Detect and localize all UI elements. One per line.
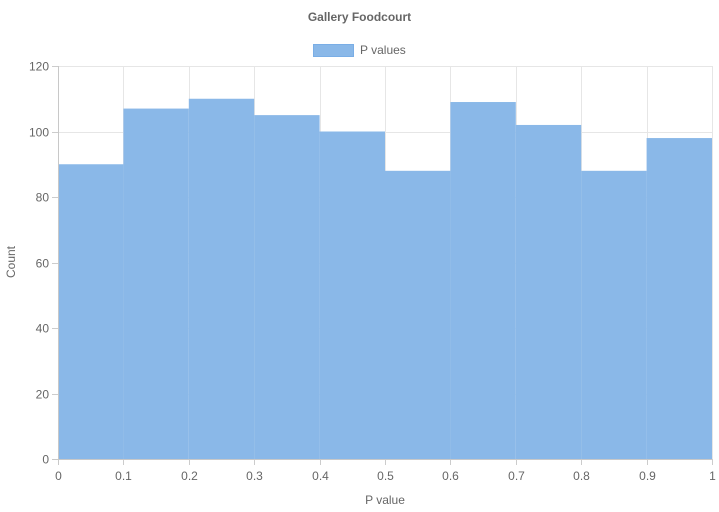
bars — [58, 98, 712, 460]
x-tick-label: 0.5 — [377, 469, 394, 483]
x-tick-label: 0.4 — [312, 469, 329, 483]
legend-label: P values — [360, 43, 406, 57]
histogram-bar[interactable] — [581, 170, 647, 460]
histogram-bar[interactable] — [319, 131, 385, 460]
chart-title: Gallery Foodcourt — [308, 10, 411, 24]
histogram-bar[interactable] — [385, 170, 451, 460]
y-tick-label: 60 — [36, 257, 50, 271]
x-tick-label: 1 — [709, 469, 716, 483]
x-tick-label: 0 — [55, 469, 62, 483]
y-tick-label: 120 — [29, 60, 49, 74]
axes — [52, 66, 712, 465]
y-axis-title: Count — [4, 245, 18, 278]
x-tick-label: 0.9 — [639, 469, 656, 483]
x-tick-label: 0.1 — [115, 469, 132, 483]
x-tick-label: 0.6 — [442, 469, 459, 483]
x-tick-label: 0.2 — [181, 469, 198, 483]
x-axis-title: P value — [365, 493, 405, 507]
histogram-bar[interactable] — [515, 124, 582, 459]
legend-swatch — [313, 44, 354, 57]
histogram-bar[interactable] — [254, 115, 320, 459]
x-tick-label: 0.8 — [573, 469, 590, 483]
histogram-bar[interactable] — [450, 102, 516, 460]
histogram-bar[interactable] — [646, 138, 712, 460]
x-tick-labels: 0 0.1 0.2 0.3 0.4 0.5 0.6 0.7 0.8 0.9 1 — [55, 469, 716, 483]
histogram-bar[interactable] — [123, 108, 189, 459]
legend[interactable]: P values — [313, 43, 406, 57]
x-tick-label: 0.7 — [508, 469, 525, 483]
y-tick-label: 20 — [36, 388, 50, 402]
y-tick-label: 100 — [29, 126, 49, 140]
y-tick-label: 0 — [42, 453, 49, 467]
y-tick-label: 40 — [36, 322, 50, 336]
y-tick-labels: 0 20 40 60 80 100 120 — [29, 60, 49, 467]
y-tick-label: 80 — [36, 191, 50, 205]
histogram-bar[interactable] — [188, 98, 255, 459]
histogram-bar[interactable] — [58, 164, 124, 459]
x-tick-label: 0.3 — [246, 469, 263, 483]
